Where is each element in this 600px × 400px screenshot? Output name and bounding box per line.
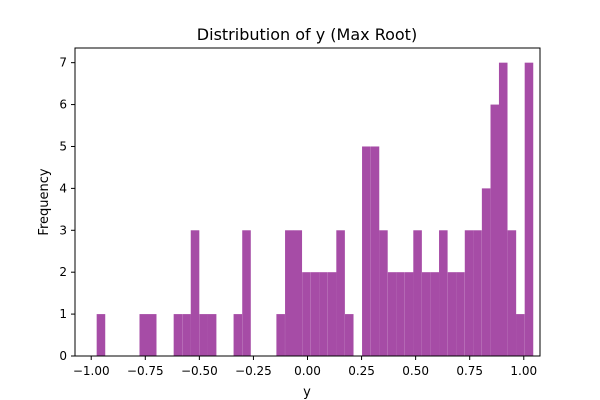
histogram-bar: [310, 272, 320, 356]
histogram-bar: [319, 272, 328, 356]
histogram-bar: [139, 314, 149, 356]
x-tick-label: −0.50: [181, 364, 218, 378]
histogram-bar: [430, 272, 440, 356]
histogram-bar: [516, 314, 525, 356]
histogram-bar: [199, 314, 208, 356]
histogram-bar: [464, 230, 474, 356]
histogram-bar: [421, 272, 431, 356]
x-tick-label: 0.50: [402, 364, 429, 378]
histogram-bar: [379, 230, 388, 356]
y-tick-label: 3: [59, 223, 67, 237]
histogram-bar: [498, 62, 508, 357]
histogram-bar: [147, 314, 157, 356]
histogram-bar: [387, 272, 397, 356]
histogram-bars: [96, 62, 534, 357]
histogram-bar: [242, 230, 251, 356]
chart-title: Distribution of y (Max Root): [197, 25, 417, 44]
histogram-bar: [182, 314, 191, 356]
histogram-bar: [207, 314, 217, 356]
histogram-bar: [370, 146, 380, 356]
histogram-bar: [302, 272, 311, 356]
x-tick-label: −0.75: [127, 364, 164, 378]
x-tick-label: 1.00: [510, 364, 537, 378]
histogram-bar: [336, 230, 345, 356]
y-tick-label: 7: [59, 56, 67, 70]
histogram-bar: [344, 314, 354, 356]
x-tick-label: −0.25: [235, 364, 272, 378]
x-tick-label: 0.75: [456, 364, 483, 378]
y-tick-label: 4: [59, 181, 67, 195]
histogram-bar: [490, 104, 500, 356]
histogram-bar: [173, 314, 183, 356]
y-tick-label: 1: [59, 307, 67, 321]
y-tick-label: 6: [59, 98, 67, 112]
histogram-bar: [327, 272, 337, 356]
x-tick-label: 0.00: [294, 364, 321, 378]
y-tick-label: 0: [59, 349, 67, 363]
histogram-bar: [96, 314, 106, 356]
histogram-bar: [276, 314, 285, 356]
x-axis-label: y: [303, 385, 311, 400]
histogram-bar: [404, 272, 414, 356]
x-axis-ticks: −1.00 −0.75 −0.50 −0.25 0.00 0.25 0.50 0.75 1.00: [73, 356, 537, 378]
y-tick-label: 2: [59, 265, 67, 279]
histogram-bar: [233, 314, 243, 356]
histogram-bar: [396, 272, 405, 356]
histogram-bar: [524, 62, 534, 357]
histogram-bar: [481, 188, 491, 356]
histogram-bar: [285, 230, 294, 356]
y-tick-label: 5: [59, 139, 67, 153]
histogram-bar: [456, 272, 465, 356]
histogram-bar: [447, 272, 457, 356]
histogram-bar: [473, 230, 482, 356]
histogram-bar: [413, 230, 422, 356]
y-axis-label: Frequency: [37, 168, 52, 235]
x-tick-label: 0.25: [348, 364, 375, 378]
x-tick-label: −1.00: [73, 364, 110, 378]
histogram-bar: [293, 230, 303, 356]
y-axis-ticks: 0 1 2 3 4 5 6 7: [59, 56, 75, 363]
histogram-bar: [439, 230, 448, 356]
histogram-bar: [190, 230, 200, 356]
histogram-bar: [507, 230, 517, 356]
histogram-bar: [362, 146, 371, 356]
